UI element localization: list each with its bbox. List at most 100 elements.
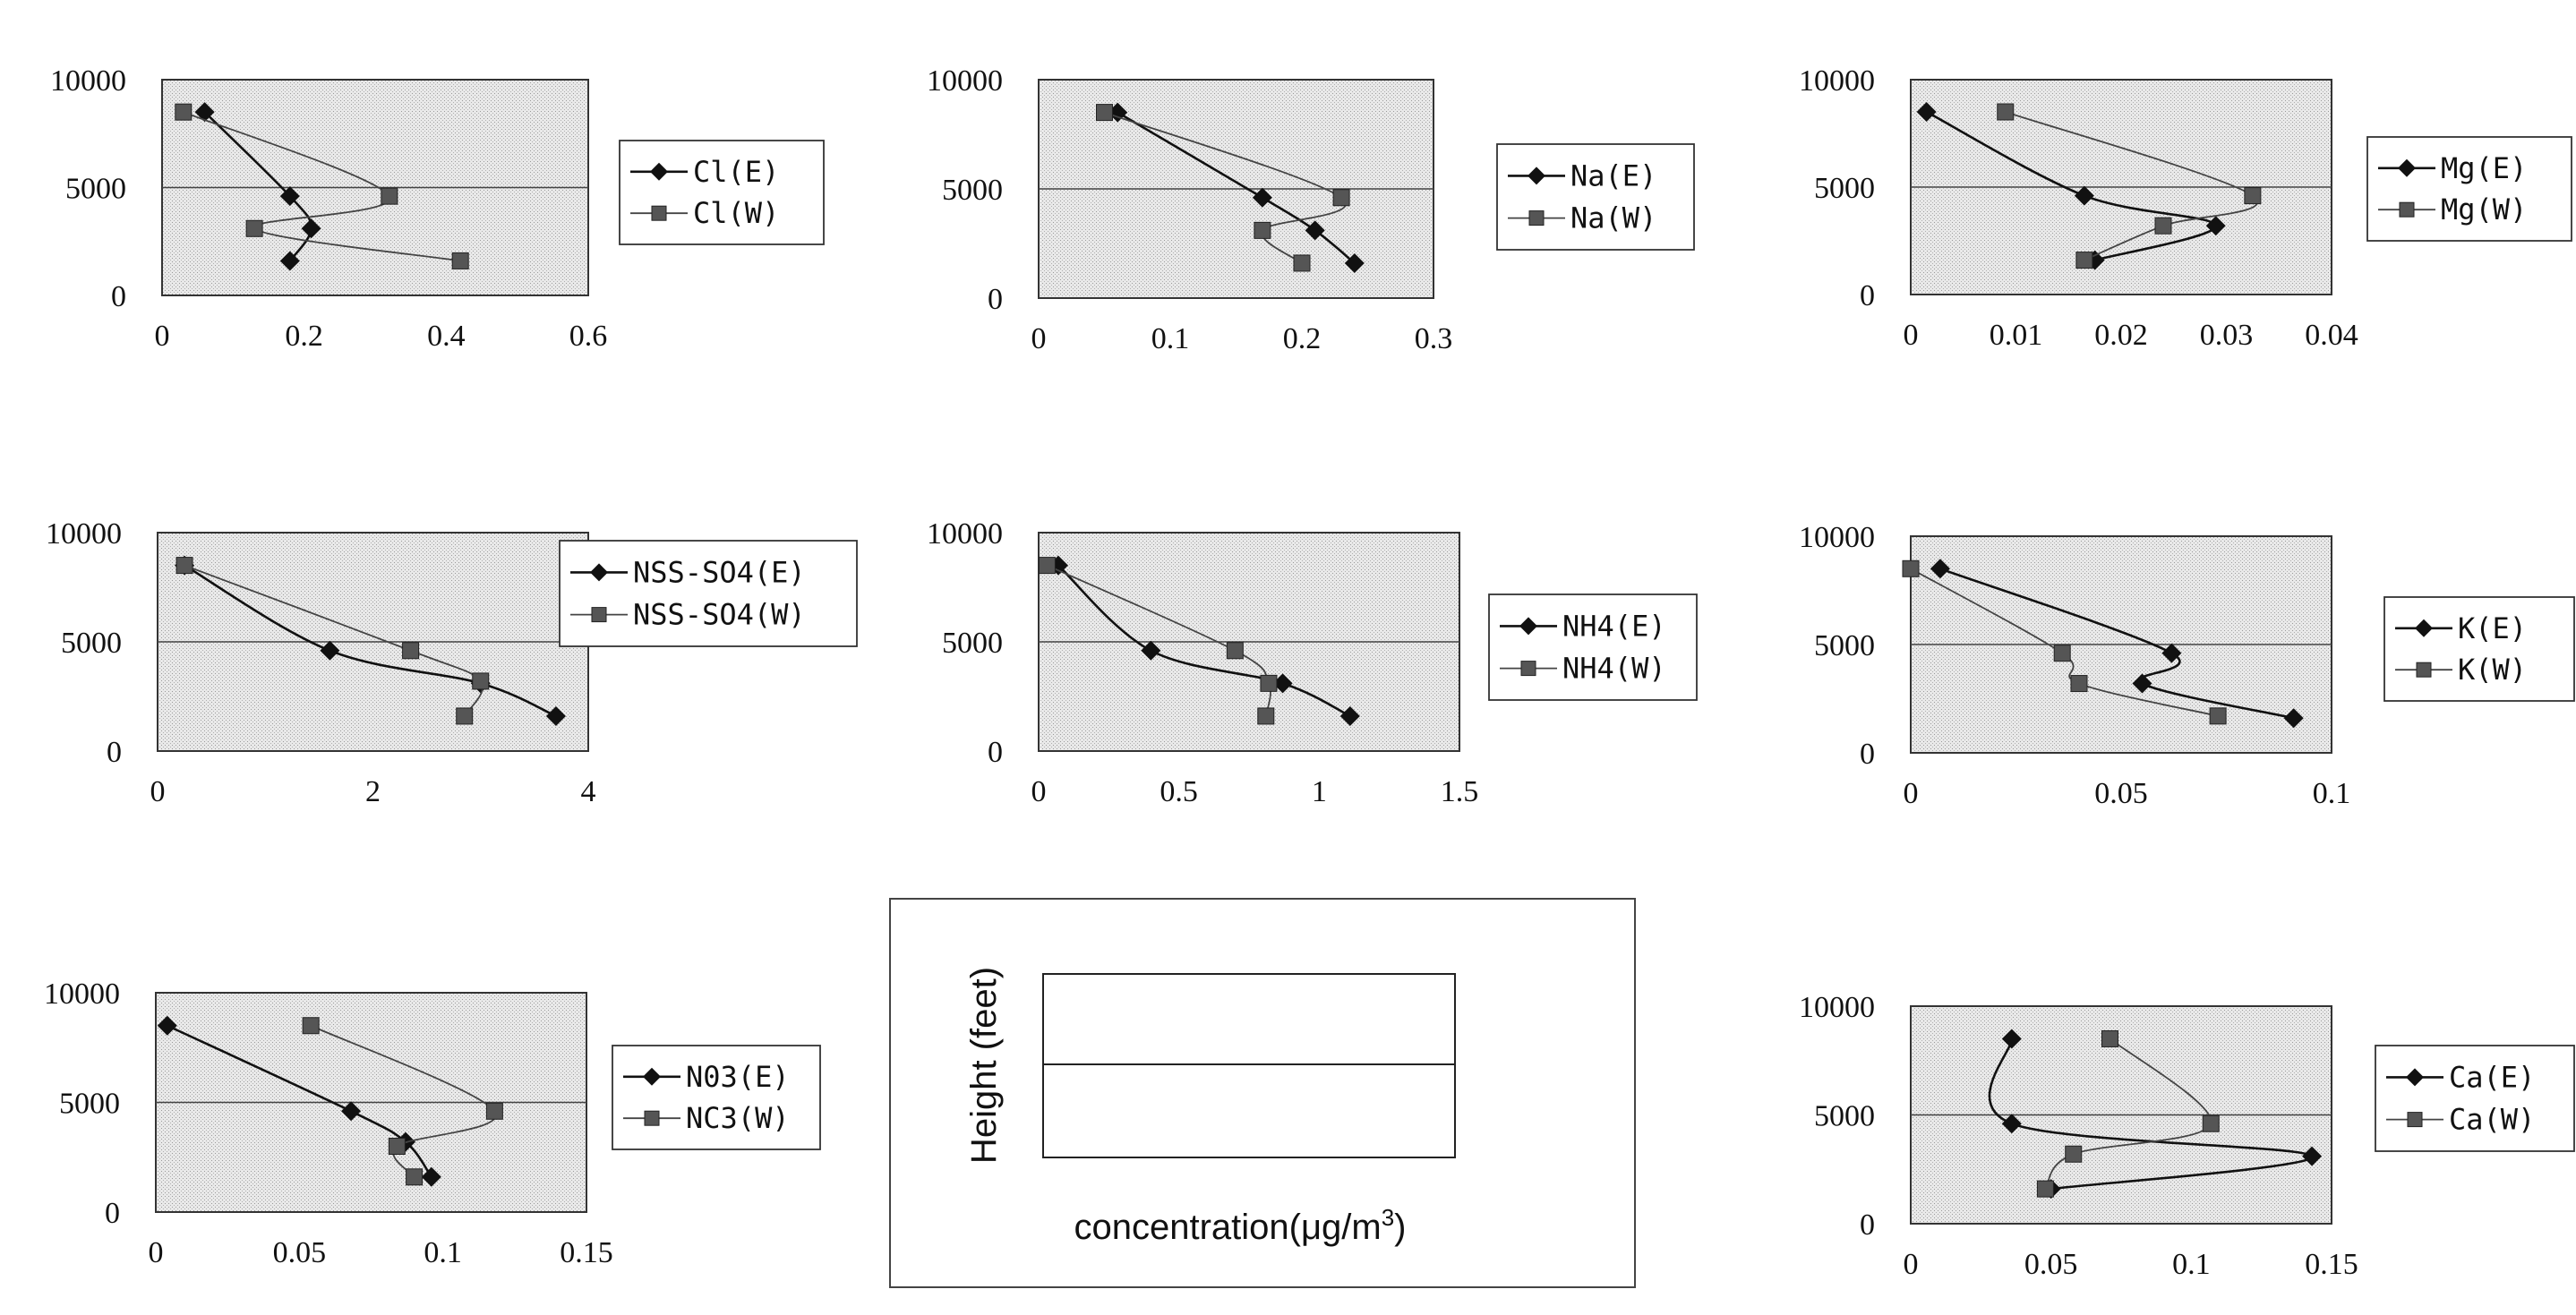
legend-marker-diamond bbox=[1528, 167, 1545, 185]
data-point-square bbox=[1096, 104, 1113, 122]
data-point-diamond bbox=[2074, 185, 2094, 206]
data-point-square bbox=[472, 672, 490, 690]
data-point-square bbox=[1997, 103, 2015, 121]
data-point-diamond bbox=[1930, 559, 1950, 579]
x-tick-label: 0.01 bbox=[1990, 319, 2043, 352]
legend-label: Na(W) bbox=[1570, 201, 1656, 235]
y-tick-label: 0 bbox=[988, 283, 1003, 316]
legend-label: K(E) bbox=[2458, 611, 2527, 645]
data-point-diamond bbox=[341, 1101, 362, 1122]
y-tick-label: 0 bbox=[1860, 738, 1875, 771]
legend-marker-square bbox=[2416, 662, 2432, 678]
data-point-diamond bbox=[1339, 705, 1360, 726]
legend-label: Mg(E) bbox=[2441, 151, 2527, 185]
y-tick-label: 10000 bbox=[927, 64, 1003, 98]
legend-label: NC3(W) bbox=[686, 1101, 790, 1135]
data-point-square bbox=[302, 1017, 320, 1035]
data-point-diamond bbox=[320, 640, 340, 661]
data-point-square bbox=[175, 103, 193, 121]
legend-box bbox=[2383, 596, 2575, 702]
series-line-w bbox=[183, 111, 461, 262]
chart-panel-5: 0 5000 10000 0 0.5 1 1.5 NH4(E) NH4(W) bbox=[927, 517, 1698, 808]
y-tick-label: 0 bbox=[107, 736, 122, 769]
y-tick-label: 10000 bbox=[927, 517, 1003, 551]
y-tick-label: 10000 bbox=[1799, 521, 1875, 554]
legend: Mg(E) Mg(W) bbox=[2366, 136, 2572, 242]
legend-label: NSS-SO4(E) bbox=[633, 555, 806, 589]
chart-panel-7: 0 5000 10000 0 0.05 0.1 0.15 N03(E) NC3(W) bbox=[44, 978, 821, 1269]
data-point-square bbox=[1038, 557, 1056, 575]
x-tick-label: 0.03 bbox=[2200, 319, 2254, 352]
data-point-square bbox=[1293, 254, 1311, 272]
y-tick-label: 10000 bbox=[44, 978, 120, 1011]
x-tick-label: 0.05 bbox=[273, 1236, 327, 1269]
legend: Na(E) Na(W) bbox=[1496, 143, 1695, 251]
x-tick-label: 0 bbox=[1904, 1248, 1919, 1281]
data-point-square bbox=[1902, 559, 1920, 577]
data-point-square bbox=[381, 187, 398, 205]
data-point-diamond bbox=[1252, 187, 1272, 208]
data-point-square bbox=[1254, 221, 1271, 239]
data-point-square bbox=[2202, 1114, 2220, 1132]
legend-label: Ca(W) bbox=[2449, 1103, 2535, 1137]
legend-label: K(W) bbox=[2458, 653, 2527, 687]
series-line-w bbox=[2044, 1037, 2212, 1190]
x-tick-label: 0.05 bbox=[2024, 1248, 2078, 1281]
x-tick-label: 0 bbox=[155, 320, 170, 353]
data-point-square bbox=[456, 707, 474, 725]
data-point-diamond bbox=[1141, 640, 1161, 661]
x-tick-label: 0 bbox=[1904, 319, 1919, 352]
data-point-square bbox=[2036, 1180, 2054, 1198]
y-tick-label: 5000 bbox=[942, 174, 1003, 207]
x-tick-label: 0.1 bbox=[424, 1236, 462, 1269]
data-point-diamond bbox=[545, 705, 566, 726]
legend-marker-diamond bbox=[643, 1067, 661, 1086]
data-point-square bbox=[2154, 217, 2172, 235]
x-tick-label: 4 bbox=[581, 775, 596, 808]
x-tick-label: 0.15 bbox=[560, 1236, 613, 1269]
y-tick-label: 5000 bbox=[59, 1088, 120, 1121]
y-tick-label: 5000 bbox=[1814, 1100, 1875, 1133]
data-point-square bbox=[388, 1138, 406, 1155]
chart-panel-8: 0 5000 10000 0 0.05 0.1 0.15 Ca(E) Ca(W) bbox=[1799, 991, 2575, 1281]
y-tick-label: 10000 bbox=[1799, 991, 1875, 1024]
y-tick-label: 5000 bbox=[65, 173, 126, 206]
x-tick-label: 0.1 bbox=[2313, 777, 2351, 810]
legend-box bbox=[619, 140, 825, 245]
data-point-diamond bbox=[279, 186, 300, 207]
legend-marker-square bbox=[644, 1110, 660, 1126]
legend: Ca(E) Ca(W) bbox=[2375, 1045, 2575, 1152]
key-plot-area bbox=[1042, 973, 1456, 1158]
data-point-square bbox=[1260, 674, 1278, 692]
data-point-diamond bbox=[2283, 708, 2304, 729]
legend-marker-square bbox=[2407, 1112, 2423, 1128]
data-point-square bbox=[402, 642, 420, 660]
data-point-square bbox=[175, 557, 193, 575]
chart-panel-1: 0 5000 10000 0 0.2 0.4 0.6 Cl(E) Cl(W) bbox=[50, 64, 825, 353]
legend-marker-diamond bbox=[650, 162, 668, 181]
series-line-w bbox=[2005, 111, 2259, 261]
data-point-diamond bbox=[421, 1166, 441, 1187]
legend-label: Na(E) bbox=[1570, 158, 1656, 192]
legend: Cl(E) Cl(W) bbox=[619, 140, 825, 245]
data-point-square bbox=[1332, 189, 1350, 207]
data-point-diamond bbox=[1272, 673, 1293, 694]
data-point-square bbox=[2101, 1029, 2118, 1047]
key-y-axis-label: Height (feet) bbox=[964, 967, 1004, 1164]
x-tick-label: 0.1 bbox=[1151, 322, 1190, 355]
legend-box bbox=[1496, 143, 1695, 251]
y-tick-label: 0 bbox=[988, 736, 1003, 769]
x-tick-label: 0 bbox=[149, 1236, 164, 1269]
legend-marker-square bbox=[591, 607, 607, 623]
legend-marker-diamond bbox=[1519, 617, 1537, 636]
legend: K(E) K(W) bbox=[2383, 596, 2575, 702]
data-point-diamond bbox=[2161, 643, 2182, 663]
x-tick-label: 0 bbox=[1031, 322, 1047, 355]
data-point-square bbox=[406, 1168, 424, 1186]
series-line-w bbox=[1104, 111, 1347, 264]
y-tick-label: 10000 bbox=[50, 64, 126, 98]
legend-label: Cl(W) bbox=[693, 196, 779, 230]
data-point-square bbox=[485, 1102, 503, 1120]
